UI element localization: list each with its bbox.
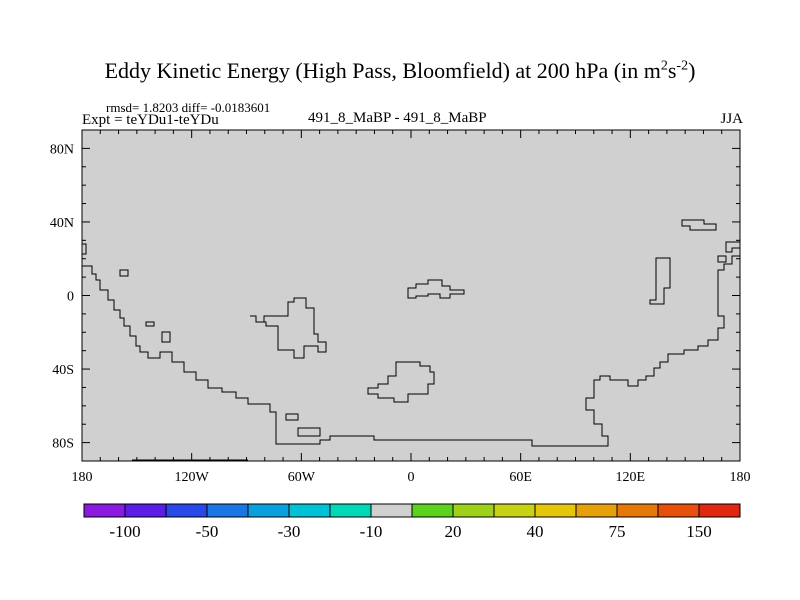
x-tick-label: 180	[72, 470, 93, 485]
coastline-segment	[367, 361, 435, 403]
axis-ticks: 180 120W 60W 0 60E 120E 180 80N 40N 0 40S 80S	[50, 129, 751, 485]
coastline-segment	[297, 427, 321, 437]
colorbar-swatch	[370, 503, 413, 518]
colorbar-swatch	[83, 503, 126, 518]
coastline-segment	[649, 257, 671, 305]
chart-title: Eddy Kinetic Energy (High Pass, Bloomfie…	[104, 58, 696, 83]
colorbar-label: 150	[686, 522, 712, 541]
colorbar-label: -100	[109, 522, 140, 541]
y-tick-label: 40S	[52, 363, 74, 378]
colorbar-swatch	[165, 503, 208, 518]
x-tick-label: 0	[408, 470, 415, 485]
coastline-segment	[82, 243, 87, 255]
colorbar-label: 40	[527, 522, 544, 541]
colorbar-swatch	[616, 503, 659, 518]
colorbar-swatch	[411, 503, 454, 518]
colorbar-swatch	[329, 503, 372, 518]
colorbar-label: -30	[278, 522, 301, 541]
x-tick-label: 180	[730, 470, 751, 485]
coastline-segment	[717, 255, 727, 263]
colorbar-label: 20	[445, 522, 462, 541]
colorbar: -100 -50 -30 -10 20 40 75 150	[83, 503, 741, 541]
colorbar-label: 75	[609, 522, 626, 541]
coastline-segment	[407, 279, 465, 299]
y-tick-label: 80N	[50, 142, 74, 157]
colorbar-swatch	[124, 503, 167, 518]
colorbar-swatch	[698, 503, 741, 518]
y-tick-label: 40N	[50, 216, 74, 231]
x-tick-label: 60W	[288, 470, 316, 485]
colorbar-swatch	[288, 503, 331, 518]
colorbar-swatch	[534, 503, 577, 518]
colorbar-label: -10	[360, 522, 383, 541]
x-tick-label: 60E	[509, 470, 532, 485]
coastline-outline	[82, 219, 741, 461]
y-tick-label: 0	[67, 290, 74, 305]
y-tick-label: 80S	[52, 437, 74, 452]
coastline-segment	[145, 321, 155, 327]
x-tick-label: 120E	[616, 470, 646, 485]
coastline-segment	[725, 241, 741, 253]
colorbar-swatch	[657, 503, 700, 518]
coastline-segment	[285, 413, 299, 421]
x-tick-label: 120W	[175, 470, 210, 485]
experiment-label: Expt = teYDu1-teYDu	[82, 112, 219, 128]
colorbar-label: -50	[196, 522, 219, 541]
colorbar-swatch	[452, 503, 495, 518]
coastline-segment	[161, 331, 171, 343]
map-plot-area	[81, 129, 741, 462]
stats-line: rmsd= 1.8203 diff= -0.0183601	[106, 100, 271, 115]
colorbar-swatch	[575, 503, 618, 518]
colorbar-swatch	[247, 503, 290, 518]
colorbar-swatch	[493, 503, 536, 518]
season-label: JJA	[720, 111, 743, 127]
coastline-segment	[681, 219, 717, 231]
colorbar-swatch	[206, 503, 249, 518]
coastline-segment	[82, 255, 740, 447]
coastline-segment	[250, 297, 327, 359]
coastline-segment	[119, 269, 129, 277]
run-comparison-label: 491_8_MaBP - 491_8_MaBP	[308, 110, 487, 126]
